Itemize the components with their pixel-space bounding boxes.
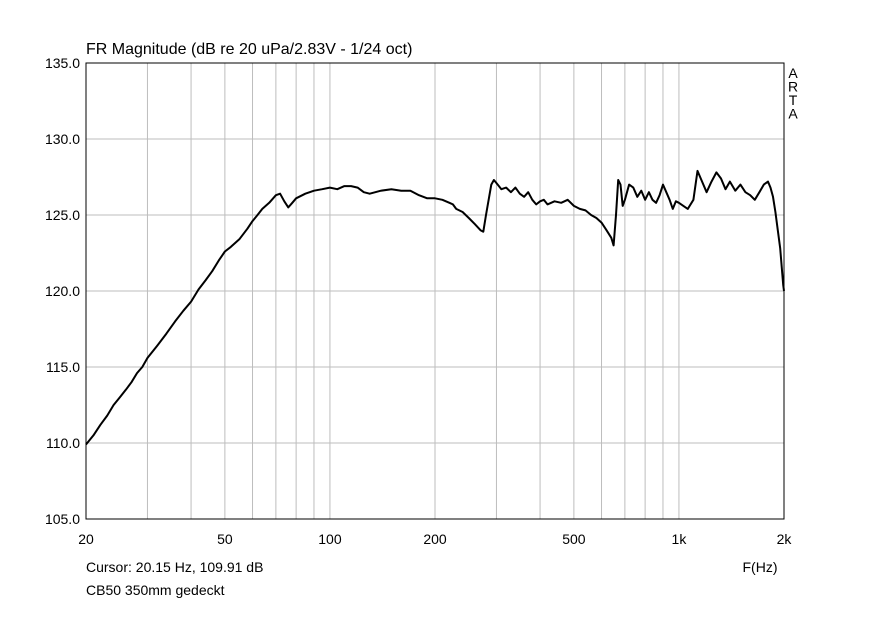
cursor-readout: Cursor: 20.15 Hz, 109.91 dB [86, 559, 263, 575]
x-axis-label: F(Hz) [743, 559, 778, 575]
x-tick-label: 20 [78, 531, 94, 547]
chart-title: FR Magnitude (dB re 20 uPa/2.83V - 1/24 … [86, 41, 412, 58]
y-tick-label: 120.0 [45, 283, 80, 299]
trace-label: CB50 350mm gedeckt [86, 582, 225, 598]
watermark-letter: T [789, 92, 798, 108]
watermark-letter: R [788, 79, 798, 95]
x-tick-label: 100 [318, 531, 342, 547]
watermark-letter: A [788, 65, 798, 81]
x-tick-label: 50 [217, 531, 233, 547]
y-axis-ticks: 105.0 110.0 115.0 120.0 125.0 130.0 135.0 [45, 55, 80, 527]
x-tick-label: 500 [562, 531, 586, 547]
x-tick-label: 2k [777, 531, 793, 547]
y-tick-label: 105.0 [45, 511, 80, 527]
y-tick-label: 110.0 [46, 435, 80, 451]
y-tick-label: 115.0 [46, 359, 80, 375]
y-tick-label: 130.0 [45, 131, 80, 147]
watermark-letter: A [788, 106, 798, 122]
y-tick-label: 135.0 [45, 55, 80, 71]
grid [86, 63, 784, 519]
x-tick-label: 200 [423, 531, 447, 547]
y-tick-label: 125.0 [45, 207, 80, 223]
x-tick-label: 1k [672, 531, 688, 547]
series-layer [85, 169, 785, 446]
x-axis-ticks: 20 50 100 200 500 1k 2k [78, 531, 792, 547]
series-line [85, 169, 785, 446]
